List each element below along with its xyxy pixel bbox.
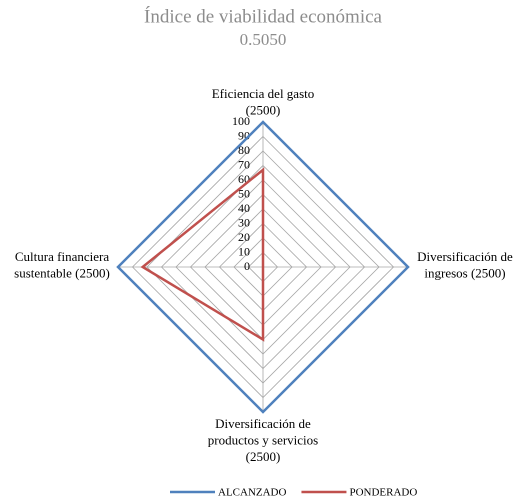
legend-label: PONDERADO — [349, 487, 417, 499]
r-tick-label: 20 — [238, 230, 250, 244]
series-line — [140, 167, 265, 342]
r-tick-label: 50 — [238, 186, 250, 200]
series-line — [116, 120, 410, 414]
r-tick-label: 0 — [244, 259, 250, 273]
r-tick-label: 100 — [232, 114, 250, 128]
category-label: Eficiencia del gasto (2500) — [212, 86, 315, 118]
chart-subtitle: 0.5050 — [240, 30, 287, 49]
r-tick-label: 10 — [238, 244, 250, 258]
legend-label: ALCANZADO — [218, 487, 286, 499]
category-label: Cultura financiera sustentable (2500) — [14, 249, 110, 281]
r-tick-label: 80 — [238, 143, 250, 157]
r-tick-label: 40 — [238, 201, 250, 215]
chart-title: Índice de viabilidad económica — [144, 5, 382, 27]
r-tick-label: 70 — [238, 157, 250, 171]
category-label: Diversificación de productos y servicios(… — [208, 416, 318, 464]
category-label: Diversificación de ingresos (2500) — [417, 249, 513, 281]
r-tick-label: 30 — [238, 215, 250, 229]
